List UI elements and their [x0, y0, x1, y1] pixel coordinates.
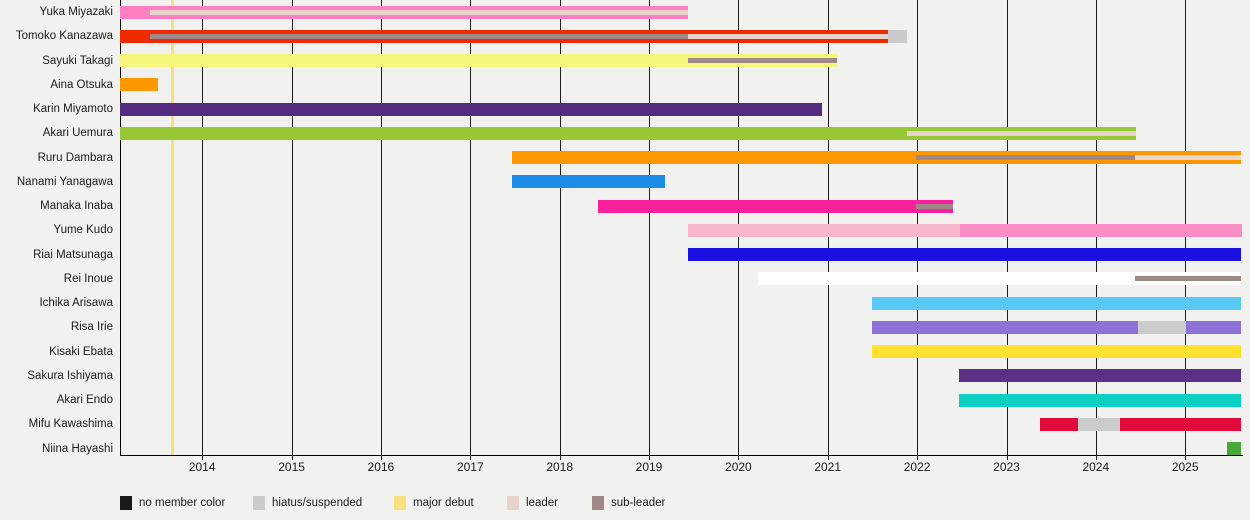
- year-tick: [202, 455, 204, 460]
- legend-label: major debut: [413, 497, 474, 509]
- year-label: 2022: [903, 460, 931, 474]
- year-gridline: [649, 0, 650, 455]
- leader-stripe: [1135, 155, 1242, 160]
- sub-leader-stripe: [150, 33, 689, 39]
- year-gridline: [291, 0, 293, 455]
- member-bar-segment: [120, 102, 823, 116]
- member-label: Nanami Yanagawa: [16, 175, 113, 188]
- leader-stripe: [907, 130, 1137, 136]
- member-label: Mifu Kawashima: [28, 418, 113, 431]
- member-label: Risa Irie: [70, 321, 113, 334]
- year-label: 2019: [635, 460, 663, 474]
- member-label: Tomoko Kanazawa: [15, 30, 113, 43]
- member-bar-segment: [872, 296, 1242, 310]
- year-tick: [649, 455, 650, 460]
- year-tick: [1185, 455, 1187, 460]
- member-bar-segment: [872, 345, 1242, 358]
- sub-leader-swatch-icon: [592, 496, 604, 510]
- member-bar-segment: [688, 223, 960, 237]
- sub-leader-stripe: [916, 203, 953, 209]
- major-debut-line: [171, 0, 175, 455]
- member-label: Aina Otsuka: [50, 78, 113, 91]
- member-bar-segment: [1227, 442, 1242, 455]
- legend-label: sub-leader: [611, 497, 666, 509]
- member-label: Kisaki Ebata: [49, 345, 113, 358]
- year-label: 2025: [1171, 460, 1199, 474]
- member-bar-segment: [120, 126, 1136, 140]
- year-gridline: [559, 0, 561, 455]
- legend-label: no member color: [139, 497, 226, 509]
- year-label: 2016: [367, 460, 395, 474]
- year-tick: [827, 455, 829, 460]
- leader-stripe: [688, 33, 888, 39]
- member-label: Yuka Miyazaki: [39, 6, 113, 18]
- sub-leader-stripe: [916, 155, 1136, 160]
- year-label: 2024: [1082, 460, 1110, 474]
- member-label: Sakura Ishiyama: [27, 369, 113, 382]
- member-bar-segment: [758, 272, 1242, 286]
- member-bar-segment: [512, 151, 1242, 164]
- year-gridline: [380, 0, 382, 455]
- year-tick: [917, 455, 919, 460]
- member-bar-segment: [688, 248, 1242, 261]
- member-bar-segment: [1039, 417, 1078, 431]
- member-label: Sayuki Takagi: [42, 54, 113, 67]
- sub-leader-stripe: [688, 58, 837, 63]
- leader-swatch-icon: [507, 496, 519, 510]
- year-tick: [738, 455, 740, 460]
- year-tick: [291, 455, 293, 460]
- year-label: 2020: [725, 460, 752, 474]
- year-gridline: [202, 0, 204, 455]
- member-bar-segment: [512, 175, 666, 189]
- year-label: 2015: [278, 460, 305, 474]
- year-label: 2018: [546, 460, 574, 474]
- year-gridline: [470, 0, 472, 455]
- member-bar-segment: [120, 54, 837, 67]
- member-label: Ichika Arisawa: [39, 297, 113, 309]
- legend-label: hiatus/suspended: [272, 497, 363, 509]
- member-label: Riai Matsunaga: [33, 248, 113, 261]
- y-axis-line: [120, 0, 121, 456]
- member-label: Yume Kudo: [53, 224, 113, 237]
- major-debut-swatch-icon: [394, 496, 406, 510]
- year-tick: [470, 455, 472, 460]
- year-tick: [559, 455, 561, 460]
- member-bar-segment: [598, 199, 953, 213]
- member-label: Karin Miyamoto: [33, 103, 113, 115]
- member-bar-segment: [1119, 417, 1242, 431]
- member-bar-segment: [887, 29, 908, 43]
- year-tick: [1095, 455, 1097, 460]
- member-bar-segment: [959, 393, 1242, 407]
- year-tick: [1006, 455, 1008, 460]
- year-label: 2021: [814, 460, 842, 474]
- member-bar-segment: [1137, 320, 1187, 334]
- member-bar-segment: [960, 223, 1242, 237]
- year-tick: [380, 455, 382, 460]
- year-label: 2023: [993, 460, 1020, 474]
- member-bar-segment: [1186, 320, 1242, 334]
- no-member-color-swatch-icon: [120, 496, 132, 510]
- member-bar-segment: [872, 320, 1138, 334]
- member-label: Ruru Dambara: [37, 151, 113, 164]
- hiatus-swatch-icon: [253, 496, 265, 510]
- legend-label: leader: [526, 497, 558, 509]
- member-label: Akari Endo: [56, 394, 113, 406]
- year-label: 2017: [456, 460, 484, 474]
- sub-leader-stripe: [1135, 276, 1242, 282]
- member-bar-segment: [120, 78, 158, 92]
- member-label: Rei Inoue: [63, 272, 113, 285]
- member-bar-segment: [1077, 417, 1120, 431]
- member-bar-segment: [959, 369, 1242, 383]
- member-label: Niina Hayashi: [42, 442, 113, 455]
- year-label: 2014: [188, 460, 216, 474]
- member-label: Akari Uemura: [42, 127, 113, 140]
- x-axis-line: [120, 455, 1243, 456]
- member-label: Manaka Inaba: [40, 200, 113, 212]
- leader-stripe: [150, 9, 689, 15]
